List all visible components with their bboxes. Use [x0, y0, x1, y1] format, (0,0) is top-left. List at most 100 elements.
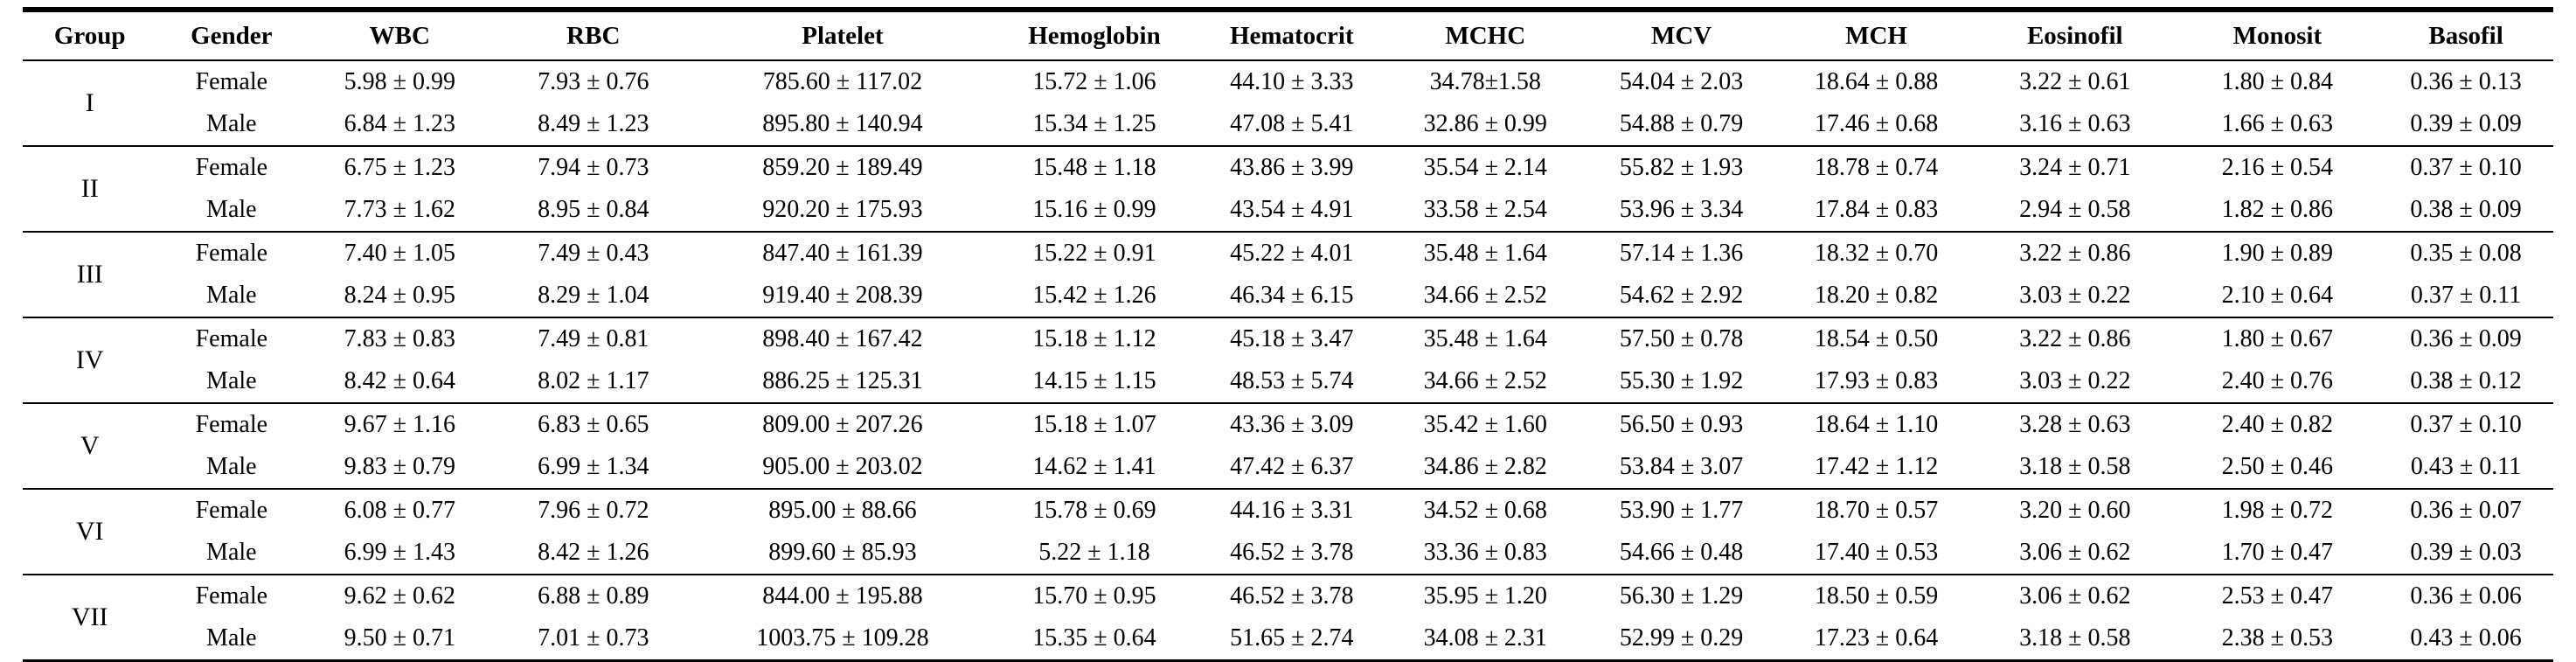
value-cell: 9.83 ± 0.79 — [344, 453, 456, 480]
value-cell: 18.64 ± 1.10 — [1779, 402, 1974, 446]
value-cell: 15.34 ± 1.25 — [1032, 110, 1156, 137]
gender-cell: Female — [156, 402, 307, 446]
group-label: V — [23, 402, 157, 489]
value-cell: 0.38 ± 0.09 — [2410, 196, 2522, 223]
value-cell: 17.40 ± 0.53 — [1814, 539, 1939, 566]
value-cell: 15.42 ± 1.26 — [1032, 282, 1156, 309]
value-cell: 18.64 ± 0.88 — [1779, 59, 1974, 103]
table-row: V Female 9.67 ± 1.16 6.83 ± 0.65 809.00 ± 20… — [23, 402, 2553, 489]
column-header-gender: Gender — [191, 21, 273, 50]
value-cell: 34.52 ± 0.68 — [1386, 488, 1585, 532]
value-cell: 48.53 ± 5.74 — [1230, 367, 1354, 394]
column-header-platelet: Platelet — [802, 21, 884, 50]
value-cell: 55.30 ± 1.92 — [1619, 367, 1744, 394]
column-header-eosinofil: Eosinofil — [2026, 21, 2123, 50]
value-cell: 3.06 ± 0.62 — [1973, 574, 2177, 617]
value-cell: 17.46 ± 0.68 — [1814, 110, 1939, 137]
value-cell: 15.70 ± 0.95 — [991, 574, 1198, 617]
value-cell: 3.18 ± 0.58 — [2019, 453, 2131, 480]
value-cell: 46.52 ± 3.78 — [1197, 574, 1387, 617]
value-cell: 895.00 ± 88.66 — [693, 488, 992, 532]
column-header-basofil: Basofil — [2428, 21, 2503, 50]
group-label: II — [23, 145, 157, 232]
value-cell: 919.40 ± 208.39 — [762, 282, 923, 309]
value-cell: 53.84 ± 3.07 — [1619, 453, 1744, 480]
value-cell: 18.70 ± 0.57 — [1779, 488, 1974, 532]
value-cell: 3.28 ± 0.63 — [1973, 402, 2177, 446]
gender-cell: Male — [206, 539, 257, 566]
value-cell: 32.86 ± 0.99 — [1423, 110, 1547, 137]
value-cell: 17.84 ± 0.83 — [1814, 196, 1939, 223]
value-cell: 18.50 ± 0.59 — [1779, 574, 1974, 617]
value-cell: 15.78 ± 0.69 — [991, 488, 1198, 532]
value-cell: 920.20 ± 175.93 — [762, 196, 923, 223]
value-cell: 2.40 ± 0.82 — [2176, 402, 2379, 446]
value-cell: 7.73 ± 1.62 — [344, 196, 456, 223]
value-cell: 7.94 ± 0.73 — [493, 145, 694, 189]
value-cell: 55.82 ± 1.93 — [1584, 145, 1780, 189]
table-row: Male 9.83 ± 0.79 6.99 ± 1.34 905.00 ± 203.0… — [23, 446, 2553, 489]
value-cell: 809.00 ± 207.26 — [693, 402, 992, 446]
column-header-rbc: RBC — [566, 21, 621, 50]
value-cell: 18.32 ± 0.70 — [1779, 231, 1974, 275]
value-cell: 44.10 ± 3.33 — [1197, 59, 1387, 103]
value-cell: 18.20 ± 0.82 — [1814, 282, 1939, 309]
value-cell: 54.66 ± 0.48 — [1619, 539, 1744, 566]
value-cell: 8.42 ± 0.64 — [344, 367, 456, 394]
group-label: III — [23, 231, 157, 317]
value-cell: 0.37 ± 0.10 — [2378, 402, 2553, 446]
column-header-mchc: MCHC — [1445, 21, 1526, 50]
table-row: II Female 6.75 ± 1.23 7.94 ± 0.73 859.20 ± 1… — [23, 145, 2553, 232]
value-cell: 57.14 ± 1.36 — [1584, 231, 1780, 275]
gender-cell: Male — [206, 367, 257, 394]
value-cell: 47.08 ± 5.41 — [1230, 110, 1354, 137]
value-cell: 6.84 ± 1.23 — [344, 110, 456, 137]
value-cell: 3.03 ± 0.22 — [2019, 367, 2131, 394]
value-cell: 46.52 ± 3.78 — [1230, 539, 1354, 566]
value-cell: 2.53 ± 0.47 — [2176, 574, 2379, 617]
column-header-mcv: MCV — [1650, 21, 1712, 50]
value-cell: 8.49 ± 1.23 — [538, 110, 649, 137]
value-cell: 53.90 ± 1.77 — [1584, 488, 1780, 532]
value-cell: 6.99 ± 1.34 — [538, 453, 649, 480]
value-cell: 14.62 ± 1.41 — [1032, 453, 1156, 480]
gender-cell: Male — [206, 624, 257, 652]
value-cell: 899.60 ± 85.93 — [768, 539, 917, 566]
value-cell: 34.78±1.58 — [1386, 59, 1585, 103]
value-cell: 8.29 ± 1.04 — [538, 282, 649, 309]
gender-cell: Male — [206, 453, 257, 480]
table-row: VII Female 9.62 ± 0.62 6.88 ± 0.89 844.00 ± … — [23, 574, 2553, 662]
column-header-hemoglobin: Hemoglobin — [1028, 21, 1161, 50]
value-cell: 57.50 ± 0.78 — [1584, 317, 1780, 360]
value-cell: 7.40 ± 1.05 — [306, 231, 494, 275]
value-cell: 3.22 ± 0.86 — [1973, 317, 2177, 360]
value-cell: 0.37 ± 0.11 — [2410, 282, 2522, 309]
value-cell: 7.83 ± 0.83 — [306, 317, 494, 360]
value-cell: 54.62 ± 2.92 — [1619, 282, 1744, 309]
value-cell: 9.62 ± 0.62 — [306, 574, 494, 617]
column-header-mch: MCH — [1845, 21, 1907, 50]
table-row: Male 8.24 ± 0.95 8.29 ± 1.04 919.40 ± 208.3… — [23, 275, 2553, 317]
table-row: Male 8.42 ± 0.64 8.02 ± 1.17 886.25 ± 125.3… — [23, 360, 2553, 403]
value-cell: 7.49 ± 0.43 — [493, 231, 694, 275]
value-cell: 5.22 ± 1.18 — [1038, 539, 1150, 566]
value-cell: 15.18 ± 1.12 — [991, 317, 1198, 360]
value-cell: 46.34 ± 6.15 — [1230, 282, 1354, 309]
value-cell: 33.36 ± 0.83 — [1423, 539, 1547, 566]
value-cell: 5.98 ± 0.99 — [306, 59, 494, 103]
value-cell: 15.16 ± 0.99 — [1032, 196, 1156, 223]
value-cell: 56.30 ± 1.29 — [1584, 574, 1780, 617]
table-row: Male 6.84 ± 1.23 8.49 ± 1.23 895.80 ± 140.9… — [23, 103, 2553, 146]
gender-cell: Female — [156, 59, 307, 103]
value-cell: 0.39 ± 0.03 — [2410, 539, 2522, 566]
value-cell: 8.95 ± 0.84 — [538, 196, 649, 223]
table-header: Group Gender WBC RBC Platelet Hemoglobin Hemat… — [23, 10, 2553, 60]
value-cell: 9.67 ± 1.16 — [306, 402, 494, 446]
value-cell: 35.95 ± 1.20 — [1386, 574, 1585, 617]
column-header-wbc: WBC — [369, 21, 430, 50]
value-cell: 1.66 ± 0.63 — [2221, 110, 2334, 137]
table-body: I Female 5.98 ± 0.99 7.93 ± 0.76 785.60 ± 11… — [23, 59, 2553, 662]
group-label: IV — [23, 317, 157, 403]
value-cell: 0.36 ± 0.09 — [2378, 317, 2553, 360]
